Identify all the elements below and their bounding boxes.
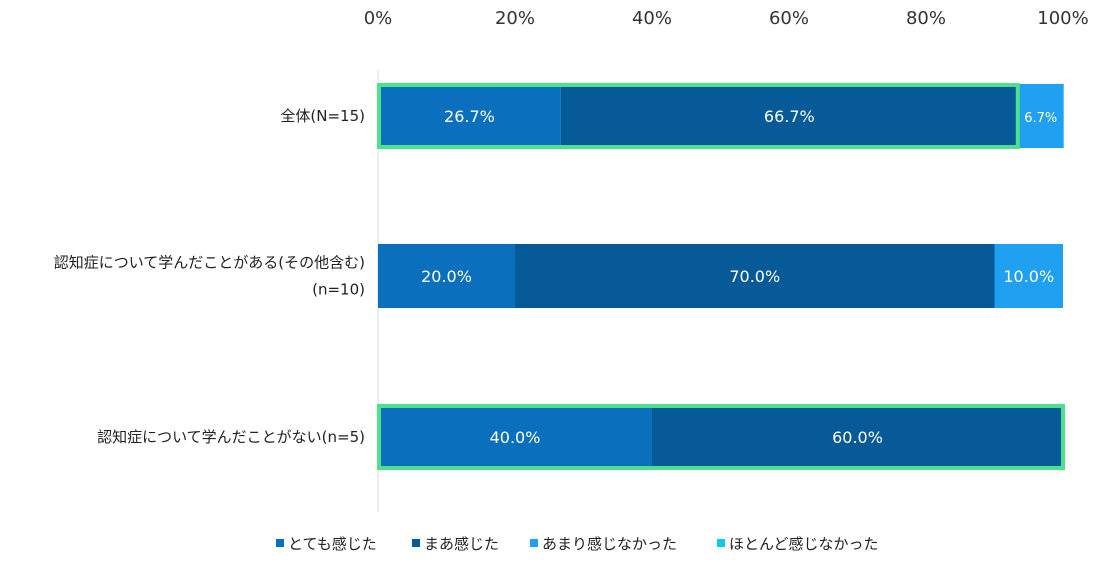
category-labels: 全体(N=15) 認知症について学んだことがある(その他含む) (n=10) 認知症に…: [54, 107, 365, 446]
bar-segment: [994, 244, 1063, 308]
legend: とても感じた まあ感じた あまり感じなかった ほとんど感じなかった: [276, 535, 879, 553]
data-label: 66.7%: [764, 107, 815, 126]
category-label: 全体(N=15): [280, 107, 365, 125]
x-tick-label: 80%: [906, 8, 946, 29]
data-label: 70.0%: [729, 267, 780, 286]
bar-segment: [652, 405, 1063, 469]
data-label: 26.7%: [444, 107, 495, 126]
legend-label: まあ感じた: [424, 535, 499, 553]
data-label: 60.0%: [832, 428, 883, 447]
x-tick-label: 40%: [632, 8, 672, 29]
bar-segment: [1017, 84, 1064, 148]
legend-swatch: [717, 539, 725, 547]
legend-swatch: [412, 539, 420, 547]
category-label: (n=10): [312, 281, 365, 299]
data-label: 40.0%: [490, 428, 541, 447]
legend-label: あまり感じなかった: [542, 535, 677, 553]
bars-group: 26.7% 66.7% 6.7% 20.0% 70.0% 10.0% 40.0% 60.0%: [377, 83, 1065, 470]
bar-segment: [560, 84, 1018, 148]
bar-segment: [378, 405, 652, 469]
legend-swatch: [530, 539, 538, 547]
highlight-frame: [377, 83, 1020, 149]
x-tick-label: 20%: [495, 8, 535, 29]
bar-segment: [378, 244, 515, 308]
x-tick-label: 100%: [1037, 8, 1088, 29]
data-label: 20.0%: [421, 267, 472, 286]
highlight-frame: [377, 404, 1065, 470]
data-label: 6.7%: [1024, 111, 1057, 126]
category-label: 認知症について学んだことがない(n=5): [97, 428, 365, 446]
legend-swatch: [276, 539, 284, 547]
bar-segment: [515, 244, 995, 308]
x-axis-ticks: 0% 20% 40% 60% 80% 100%: [364, 8, 1089, 29]
data-label: 10.0%: [1003, 267, 1054, 286]
x-tick-label: 60%: [769, 8, 809, 29]
x-tick-label: 0%: [364, 8, 393, 29]
bar-segment: [378, 84, 561, 148]
legend-label: ほとんど感じなかった: [729, 535, 879, 553]
legend-label: とても感じた: [288, 535, 377, 553]
category-label: 認知症について学んだことがある(その他含む): [54, 254, 365, 272]
